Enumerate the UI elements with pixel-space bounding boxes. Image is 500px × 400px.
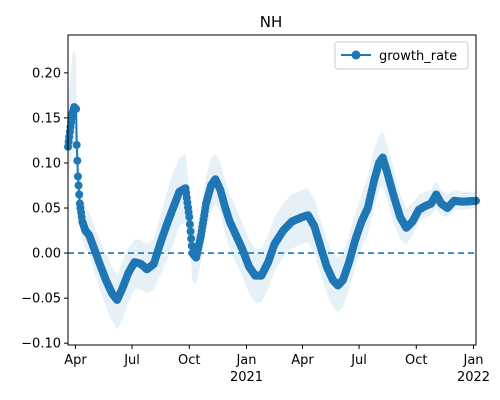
series-point xyxy=(72,104,81,113)
series-point xyxy=(185,213,194,222)
series-point xyxy=(185,220,194,229)
y-axis: −0.10 −0.05 0.00 0.05 0.10 0.15 0.20 xyxy=(21,66,68,352)
y-tick-label: 0.20 xyxy=(32,66,61,81)
series-point xyxy=(187,234,196,243)
y-tick-label: 0.10 xyxy=(32,156,61,171)
series-point xyxy=(74,181,83,190)
y-tick-label: 0.05 xyxy=(32,202,61,217)
x-tick-label: Oct xyxy=(405,353,427,368)
chart-title: NH xyxy=(260,13,283,31)
y-tick-label: 0.15 xyxy=(32,111,61,126)
x-tick-year-label: 2022 xyxy=(457,370,490,385)
legend: growth_rate xyxy=(334,41,469,70)
series-markers xyxy=(64,103,480,304)
legend-box xyxy=(334,41,469,70)
x-tick-label: Oct xyxy=(178,353,200,368)
x-tick-year-label: 2021 xyxy=(230,370,263,385)
legend-marker-icon xyxy=(351,50,361,60)
x-tick-label: Jul xyxy=(350,353,367,368)
x-tick-label: Jan xyxy=(462,353,483,368)
series-point xyxy=(75,190,84,199)
x-tick-label: Apr xyxy=(291,353,314,368)
axes-frame xyxy=(67,34,477,346)
y-tick-label: 0.00 xyxy=(32,247,61,262)
x-axis: Apr Jul Oct Jan 2021 Apr Jul Oct Jan 2022 xyxy=(64,345,490,385)
series-point xyxy=(73,156,82,165)
x-tick-label: Apr xyxy=(64,353,87,368)
series-point xyxy=(72,140,81,149)
y-tick-label: −0.10 xyxy=(21,337,61,352)
confidence-band xyxy=(68,50,476,330)
plot-area xyxy=(64,50,480,330)
y-tick-label: −0.05 xyxy=(21,292,61,307)
series-point xyxy=(73,172,82,181)
series-point xyxy=(187,241,196,250)
x-tick-label: Jul xyxy=(123,353,140,368)
series-point xyxy=(186,227,195,236)
legend-label-growth-rate: growth_rate xyxy=(379,49,457,64)
x-tick-label: Jan xyxy=(235,353,256,368)
